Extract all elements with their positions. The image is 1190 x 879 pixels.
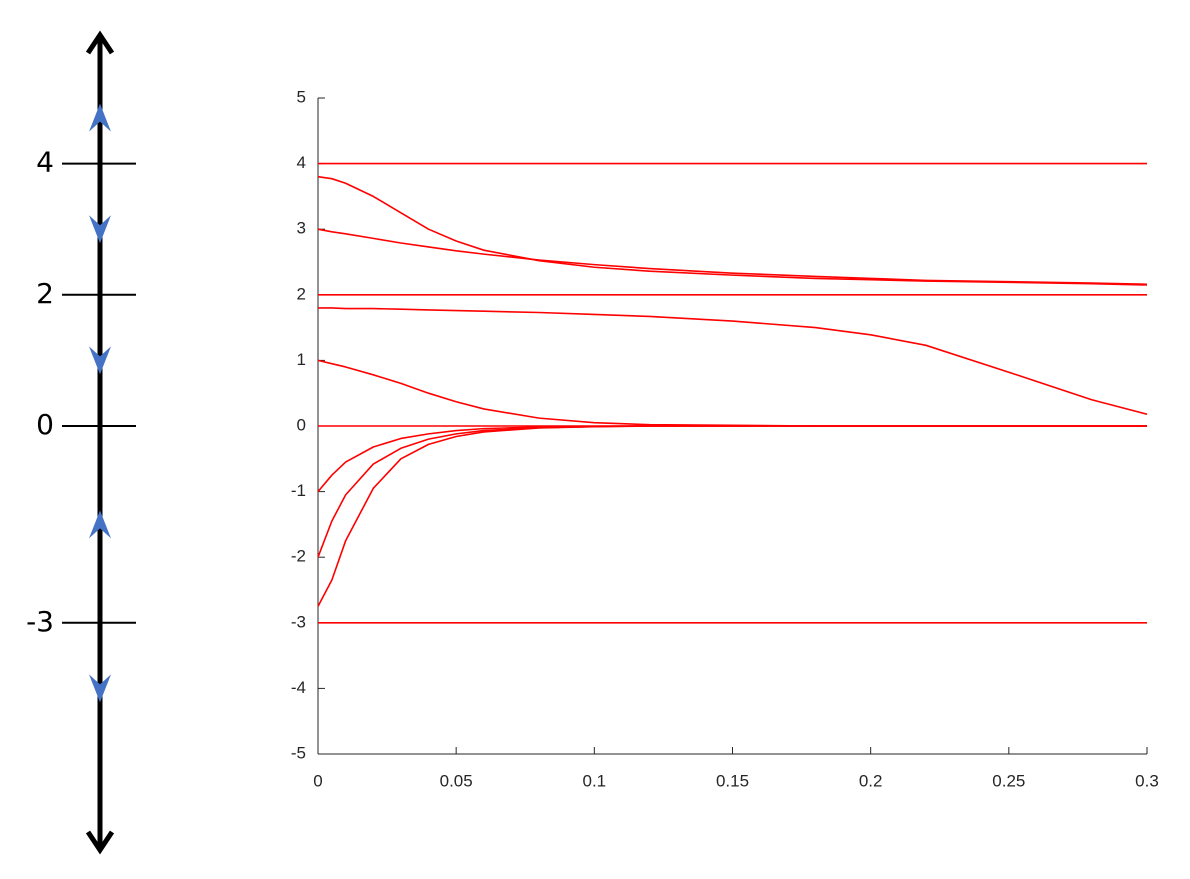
direction-arrow bbox=[89, 103, 111, 132]
y-tick-label: -2 bbox=[291, 547, 306, 566]
phase-tick-label: 0 bbox=[36, 408, 54, 441]
axis-arrowhead bbox=[85, 30, 115, 55]
x-tick-label: 0 bbox=[313, 771, 322, 790]
x-tick-label: 0.3 bbox=[1135, 771, 1159, 790]
y-tick-label: -3 bbox=[291, 612, 306, 631]
y-tick-label: 2 bbox=[297, 284, 306, 303]
y-tick-label: -4 bbox=[291, 678, 306, 697]
direction-arrow bbox=[89, 215, 111, 244]
y-tick-label: 3 bbox=[297, 219, 306, 238]
y-tick-label: 4 bbox=[297, 153, 306, 172]
y-tick-label: -5 bbox=[291, 743, 306, 762]
solution-line bbox=[317, 228, 1148, 286]
solution-line bbox=[317, 425, 1147, 607]
phase-tick-label: -3 bbox=[26, 605, 54, 638]
x-tick-label: 0.05 bbox=[440, 771, 473, 790]
direction-arrow bbox=[89, 510, 111, 539]
x-tick-label: 0.2 bbox=[859, 771, 883, 790]
solution-line bbox=[317, 359, 1147, 427]
x-tick-label: 0.1 bbox=[583, 771, 607, 790]
y-tick-label: -1 bbox=[291, 481, 306, 500]
x-tick-label: 0.15 bbox=[716, 771, 749, 790]
direction-arrow bbox=[89, 346, 111, 375]
direction-arrow bbox=[89, 674, 111, 703]
axis-arrowhead bbox=[85, 830, 115, 855]
phase-tick-label: 2 bbox=[36, 277, 54, 310]
y-tick-label: 0 bbox=[297, 415, 306, 434]
y-tick-label: 5 bbox=[297, 87, 306, 106]
solution-line bbox=[318, 307, 1148, 415]
phase-tick-label: 4 bbox=[36, 146, 54, 179]
x-tick-label: 0.25 bbox=[992, 771, 1025, 790]
solution-line bbox=[317, 175, 1148, 286]
y-tick-label: 1 bbox=[297, 350, 306, 369]
solution-line bbox=[317, 425, 1147, 558]
